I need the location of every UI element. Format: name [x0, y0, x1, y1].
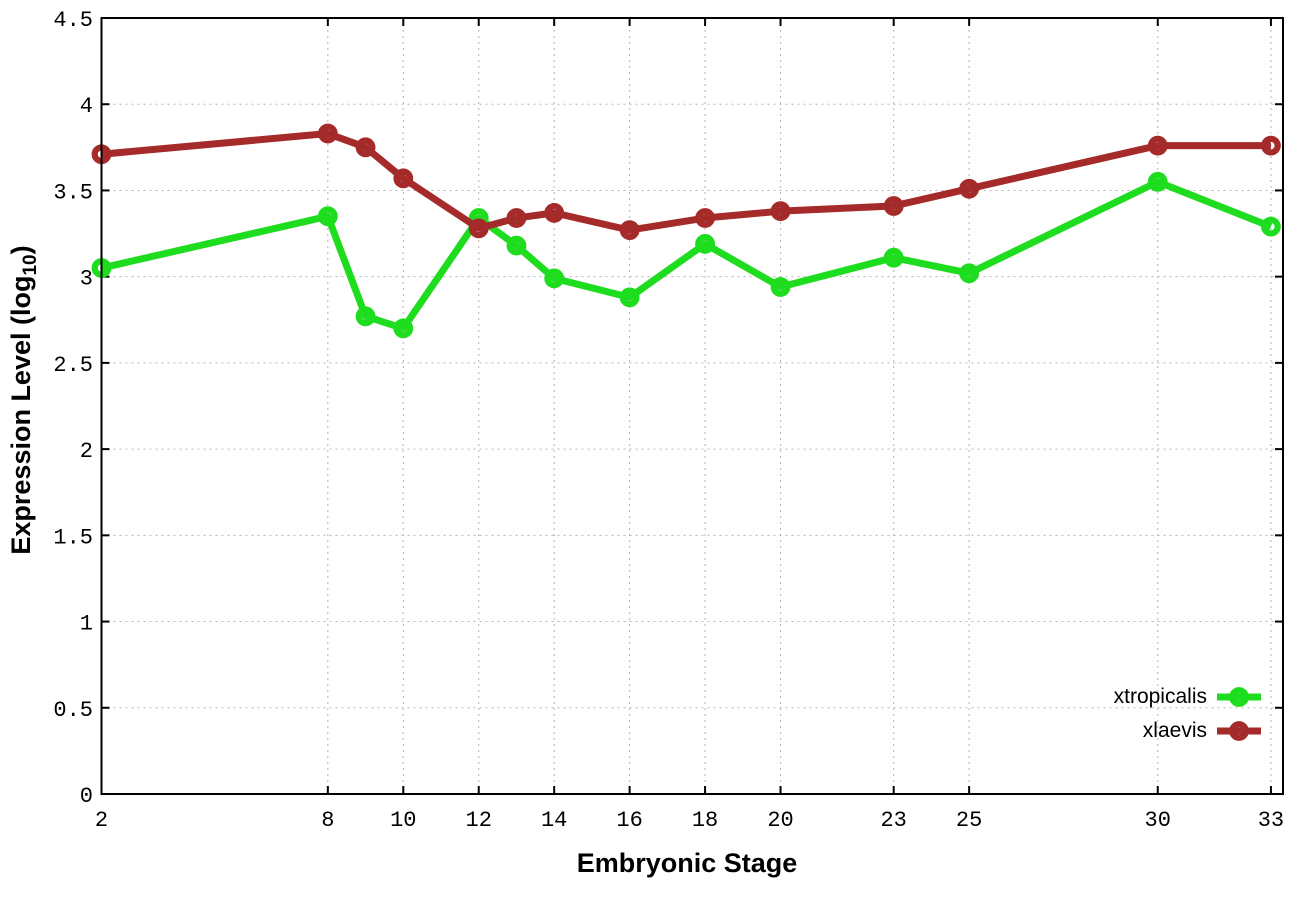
x-tick-label: 20 — [767, 808, 793, 833]
data-point-xlaevis — [1261, 135, 1281, 156]
y-axis-title-subscript: 10 — [20, 254, 42, 276]
legend-item-xlaevis: xlaevis — [1114, 714, 1262, 748]
y-tick-label: 4 — [80, 94, 93, 119]
data-point-xtropicalis — [393, 318, 414, 339]
x-tick-label: 10 — [390, 808, 416, 833]
data-point-xlaevis — [959, 178, 980, 199]
x-tick-label: 25 — [956, 808, 982, 833]
x-tick-label: 33 — [1258, 808, 1284, 833]
data-point-xlaevis — [544, 202, 565, 223]
y-tick-label: 0 — [80, 784, 93, 809]
data-point-xlaevis — [883, 196, 904, 216]
x-tick-label: 2 — [95, 808, 108, 833]
legend-item-xtropicalis: xtropicalis — [1114, 680, 1262, 714]
y-axis-title-close: ) — [5, 245, 36, 255]
data-point-xlaevis — [770, 201, 791, 222]
x-tick-label: 30 — [1145, 808, 1171, 833]
legend-label-xtropicalis: xtropicalis — [1113, 685, 1207, 708]
data-point-xtropicalis — [1261, 216, 1281, 237]
data-point-xlaevis — [506, 208, 527, 228]
legend-label-xlaevis: xlaevis — [1142, 719, 1207, 742]
y-tick-label: 2 — [80, 439, 93, 464]
y-tick-label: 1.5 — [53, 525, 93, 550]
x-tick-label: 18 — [692, 808, 718, 833]
data-point-xtropicalis — [883, 247, 904, 268]
x-tick-label: 12 — [466, 808, 492, 833]
data-point-xtropicalis — [317, 206, 338, 227]
tick-marks — [100, 17, 1283, 795]
data-point-xlaevis — [468, 218, 489, 239]
x-tick-label: 14 — [541, 808, 567, 833]
legend: xtropicalis xlaevis — [1114, 680, 1262, 748]
y-tick-label: 4.5 — [53, 8, 93, 33]
data-point-xlaevis — [355, 137, 376, 158]
x-tick-label: 16 — [616, 808, 642, 833]
tick-labels: 2 8 10 12 14 16 18 20 23 25 30 33 0 0.5 1 1.5 2 2.5 3 3.5 4 4… — [53, 8, 1284, 833]
series-xlaevis — [91, 123, 1281, 241]
x-axis-title: Embryonic Stage — [576, 848, 798, 878]
data-point-xtropicalis — [695, 234, 715, 254]
series-group — [91, 123, 1281, 339]
data-point-xtropicalis — [544, 268, 565, 289]
data-point-xtropicalis — [355, 306, 376, 327]
data-point-xlaevis — [619, 220, 640, 241]
data-point-xtropicalis — [770, 277, 791, 297]
y-tick-label: 3.5 — [53, 180, 93, 205]
y-axis-title: Expression Level (log10) — [6, 245, 42, 554]
series-line-xtropicalis — [100, 178, 1273, 332]
y-tick-label: 3 — [80, 267, 93, 292]
data-point-xtropicalis — [959, 263, 980, 284]
data-point-xlaevis — [317, 123, 338, 144]
data-point-xtropicalis — [619, 287, 640, 308]
plot-border — [100, 17, 1284, 795]
x-tick-label: 8 — [321, 808, 334, 833]
gridlines — [101, 17, 1283, 795]
x-tick-label: 23 — [880, 808, 906, 833]
y-tick-label: 1 — [80, 612, 93, 637]
data-point-xtropicalis — [1147, 171, 1168, 192]
data-point-xlaevis — [1147, 135, 1168, 156]
data-point-xlaevis — [695, 208, 715, 228]
y-tick-label: 2.5 — [53, 353, 93, 378]
series-xtropicalis — [91, 171, 1281, 339]
y-tick-label: 0.5 — [53, 698, 93, 723]
y-axis-title-text: Expression Level (log — [5, 275, 36, 555]
data-point-xlaevis — [393, 168, 414, 189]
circle-marker-red-icon — [1217, 721, 1261, 741]
circle-marker-green-icon — [1217, 687, 1261, 707]
data-point-xtropicalis — [506, 235, 527, 256]
